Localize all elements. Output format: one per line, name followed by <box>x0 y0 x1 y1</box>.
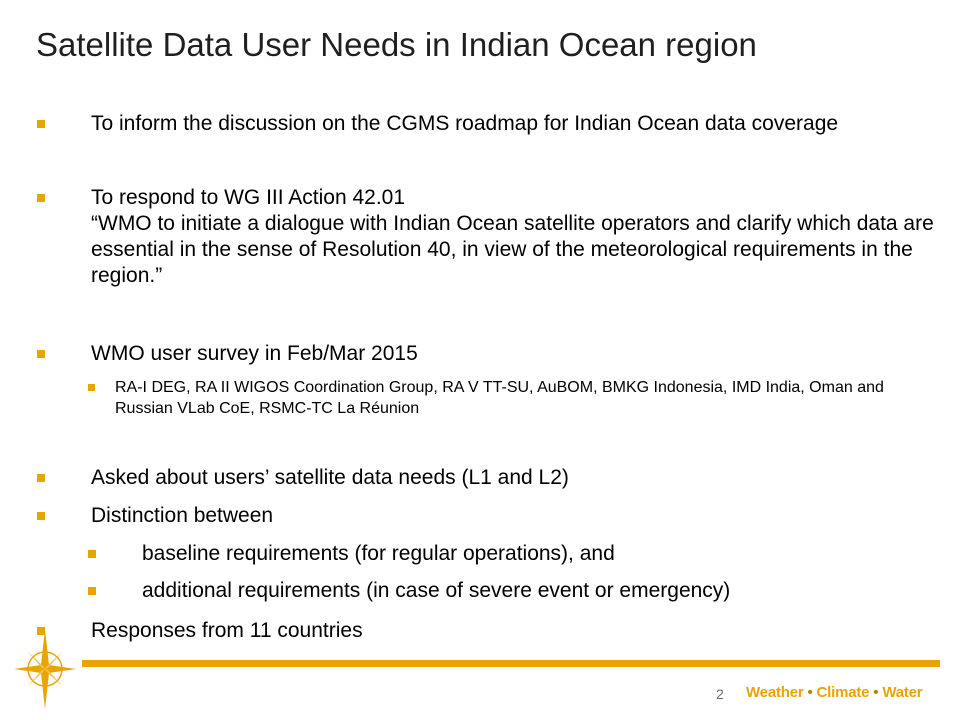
bullet-item: To inform the discussion on the CGMS roa… <box>37 111 937 137</box>
bullet-item: Responses from 11 countries <box>37 618 937 644</box>
bullet-square-icon <box>88 587 96 595</box>
sub-bullet-text: baseline requirements (for regular opera… <box>142 542 615 565</box>
brand-weather: Weather <box>746 684 804 701</box>
bullet-text: To respond to WG III Action 42.01 “WMO t… <box>91 185 937 289</box>
bullet-quote: “WMO to initiate a dialogue with Indian … <box>91 212 934 287</box>
bullet-text: WMO user survey in Feb/Mar 2015 <box>91 342 418 365</box>
bullet-square-icon <box>37 194 45 202</box>
bullet-text: To inform the discussion on the CGMS roa… <box>91 112 839 135</box>
wmo-compass-star-icon <box>14 629 76 709</box>
brand-tagline: Weather • Climate • Water <box>746 684 923 701</box>
sub-bullet-item: baseline requirements (for regular opera… <box>88 541 938 567</box>
footer-divider <box>82 660 940 667</box>
brand-separator: • <box>873 684 879 701</box>
bullet-text: Distinction between <box>91 504 274 527</box>
bullet-square-icon <box>88 550 96 558</box>
sub-bullet-item: RA-I DEG, RA II WIGOS Coordination Group… <box>88 377 938 419</box>
sub-bullet-text: additional requirements (in case of seve… <box>142 579 731 602</box>
bullet-text: Asked about users’ satellite data needs … <box>91 466 569 489</box>
bullet-text-line: To respond to WG III Action 42.01 <box>91 186 406 209</box>
brand-water: Water <box>882 684 923 701</box>
bullet-item: WMO user survey in Feb/Mar 2015 <box>37 341 937 367</box>
bullet-item: Asked about users’ satellite data needs … <box>37 465 937 491</box>
bullet-square-icon <box>88 384 95 391</box>
bullet-square-icon <box>37 120 45 128</box>
bullet-square-icon <box>37 350 45 358</box>
bullet-square-icon <box>37 627 45 635</box>
page-number: 2 <box>716 686 724 702</box>
page-title: Satellite Data User Needs in Indian Ocea… <box>36 26 757 63</box>
brand-climate: Climate <box>816 684 870 701</box>
bullet-item: Distinction between <box>37 503 937 529</box>
sub-bullet-text: RA-I DEG, RA II WIGOS Coordination Group… <box>115 379 884 417</box>
sub-bullet-item: additional requirements (in case of seve… <box>88 578 938 604</box>
bullet-square-icon <box>37 474 45 482</box>
brand-separator: • <box>807 684 813 701</box>
bullet-square-icon <box>37 512 45 520</box>
bullet-item: To respond to WG III Action 42.01 “WMO t… <box>37 185 937 289</box>
bullet-text: Responses from 11 countries <box>91 619 363 642</box>
